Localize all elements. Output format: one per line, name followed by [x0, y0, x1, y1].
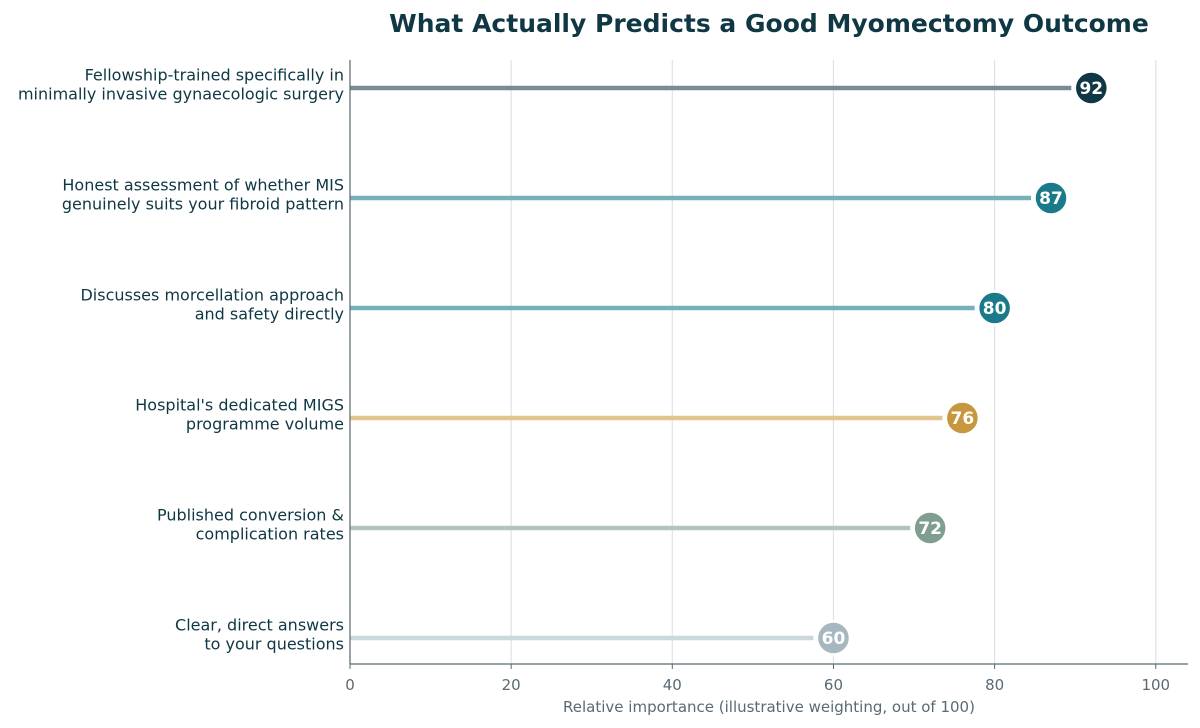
category-label: Honest assessment of whether MIS — [62, 176, 344, 195]
value-label: 92 — [1079, 79, 1103, 99]
lollipop-dots: 92 87 80 76 72 60 — [815, 70, 1110, 656]
category-label: Clear, direct answers — [175, 616, 344, 635]
category-label: minimally invasive gynaecologic surgery — [18, 85, 344, 104]
lollipop-dot — [976, 290, 1013, 326]
x-tick-label: 0 — [345, 676, 355, 694]
category-label: Fellowship-trained specifically in — [85, 66, 344, 85]
x-tick-label: 20 — [502, 676, 521, 694]
category-label: Hospital's dedicated MIGS — [135, 396, 344, 415]
value-label: 72 — [918, 519, 942, 539]
x-axis-title: Relative importance (illustrative weight… — [563, 698, 975, 716]
category-label: Discusses morcellation approach — [80, 286, 344, 305]
category-label: genuinely suits your fibroid pattern — [62, 195, 344, 214]
category-label: to your questions — [204, 635, 344, 654]
value-label: 76 — [951, 409, 975, 429]
category-label: Published conversion & — [157, 506, 344, 525]
grid-lines — [349, 60, 1157, 664]
x-tick-label: 80 — [985, 676, 1004, 694]
category-label: and safety directly — [195, 305, 344, 324]
category-labels: Fellowship-trained specifically inminima… — [18, 66, 344, 654]
category-label: complication rates — [196, 525, 344, 544]
value-label: 87 — [1039, 189, 1063, 209]
lollipop-dot — [912, 510, 948, 546]
value-label: 60 — [822, 629, 846, 649]
x-tick-label: 40 — [663, 676, 682, 694]
x-axis: 0 20 40 60 80 100 — [345, 60, 1188, 694]
lollipop-dot — [944, 400, 981, 436]
lollipop-dot — [1033, 180, 1069, 216]
x-tick-label: 100 — [1141, 676, 1170, 694]
lollipop-stems — [350, 85, 1072, 641]
chart-title: What Actually Predicts a Good Myomectomy… — [389, 9, 1149, 38]
lollipop-dot — [1073, 70, 1110, 106]
x-tick-label: 60 — [824, 676, 843, 694]
category-label: programme volume — [186, 415, 344, 434]
value-label: 80 — [983, 299, 1007, 319]
lollipop-dot — [815, 620, 852, 656]
